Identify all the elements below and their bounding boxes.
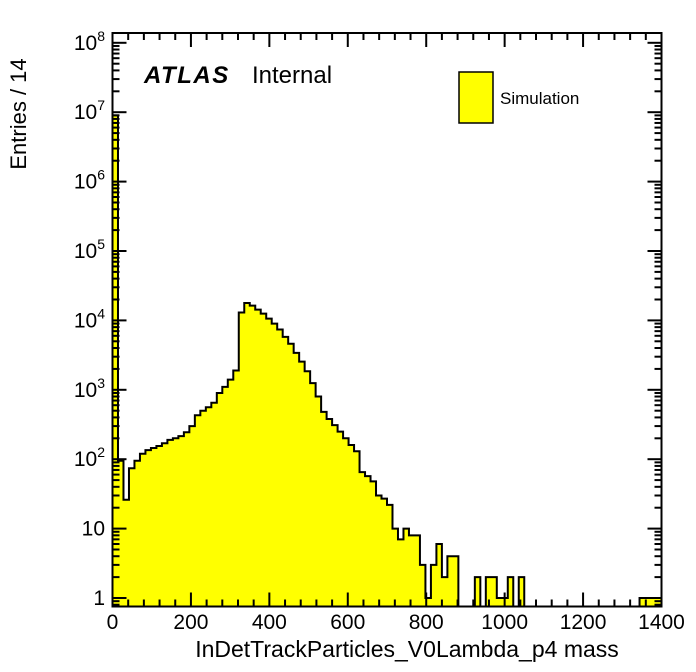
x-tick-label: 1400 xyxy=(638,611,685,634)
x-tick-label: 0 xyxy=(107,611,119,634)
x-axis-title: InDetTrackParticles_V0Lambda_p4 mass xyxy=(195,636,619,662)
x-tick-label: 1000 xyxy=(481,611,528,634)
plot-dynamic-layer: 0 200 400 600 800 1000 1200 1400 1 10 102 103 104 105… xyxy=(74,28,685,634)
y-tick-label: 102 xyxy=(74,444,105,471)
x-tick-label: 800 xyxy=(409,611,444,634)
plot-frame xyxy=(111,32,663,608)
atlas-internal-label: Internal xyxy=(252,62,332,89)
y-tick-label: 1 xyxy=(93,587,105,610)
atlas-label: ATLAS xyxy=(143,62,230,89)
y-tick-label: 104 xyxy=(74,305,105,332)
histogram-bars xyxy=(111,114,663,608)
y-tick-label: 10 xyxy=(82,518,105,541)
x-tick-label: 600 xyxy=(330,611,365,634)
y-tick-label: 106 xyxy=(74,167,105,194)
x-tick-label: 400 xyxy=(252,611,287,634)
y-tick-label: 107 xyxy=(74,97,105,124)
legend-label: Simulation xyxy=(500,89,579,108)
legend: Simulation xyxy=(458,71,579,124)
y-tick-label: 103 xyxy=(74,375,105,402)
y-tick-label: 105 xyxy=(74,236,105,263)
x-tick-label: 200 xyxy=(173,611,208,634)
legend-swatch xyxy=(458,71,494,124)
y-tick-label: 108 xyxy=(74,28,105,55)
x-tick-label: 1200 xyxy=(560,611,607,634)
y-axis-title: Entries / 14 xyxy=(6,58,31,169)
